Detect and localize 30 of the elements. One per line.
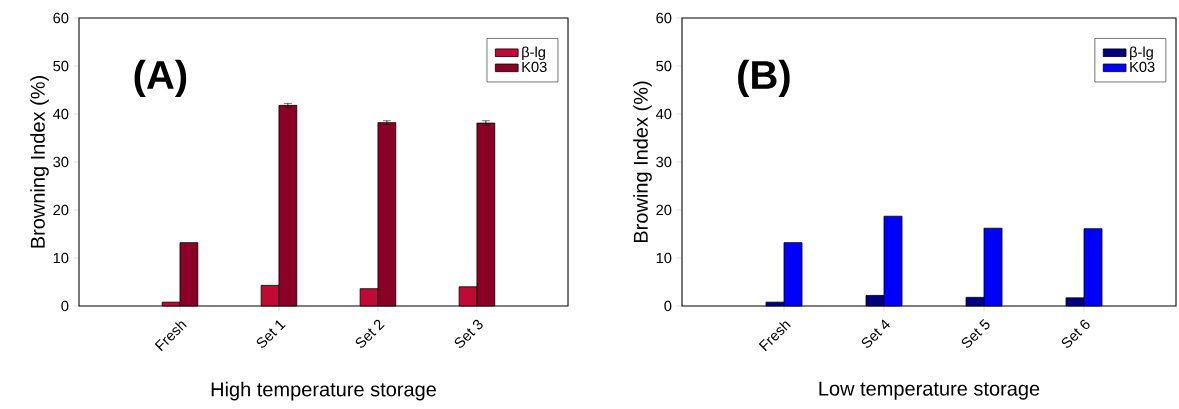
legend-label: K03 <box>522 61 547 73</box>
y-axis-title: Browning Index (%) <box>30 76 49 248</box>
y-tick-label: 60 <box>53 12 69 24</box>
y-tick-label: 50 <box>53 60 69 72</box>
x-tick-label: Set 4 <box>861 319 890 348</box>
y-tick-label: 0 <box>664 300 672 312</box>
y-tick-label: 40 <box>52 108 69 120</box>
y-tick-label: 30 <box>656 156 672 168</box>
x-axis-title: High temperature storage <box>211 381 436 401</box>
y-tick-label: 10 <box>53 252 69 264</box>
y-tick-label: 50 <box>656 60 672 72</box>
y-tick-label: 20 <box>53 204 69 216</box>
legend-label: K03 <box>1130 61 1155 73</box>
y-tick-label: 0 <box>61 300 69 312</box>
y-tick-label: 30 <box>53 156 69 168</box>
annotation: (A) <box>134 59 187 98</box>
y-tick-label: 40 <box>655 108 672 120</box>
annotation: (B) <box>738 59 790 98</box>
x-tick-label: Set 2 <box>355 319 385 348</box>
x-tick-label: Set 1 <box>256 320 286 348</box>
x-tick-label: Set 3 <box>454 319 483 348</box>
x-tick-label: Set 6 <box>1061 319 1090 348</box>
legend-label: β-lg <box>522 46 545 61</box>
y-axis-title: Browing Index (%) <box>633 81 652 243</box>
x-tick-label: Set 5 <box>961 318 990 348</box>
legend-label: β-lg <box>1130 46 1153 61</box>
y-tick-label: 20 <box>656 204 672 216</box>
x-axis-title: Low temperature storage <box>819 381 1040 400</box>
y-tick-label: 10 <box>656 252 672 264</box>
y-tick-label: 60 <box>656 12 672 24</box>
